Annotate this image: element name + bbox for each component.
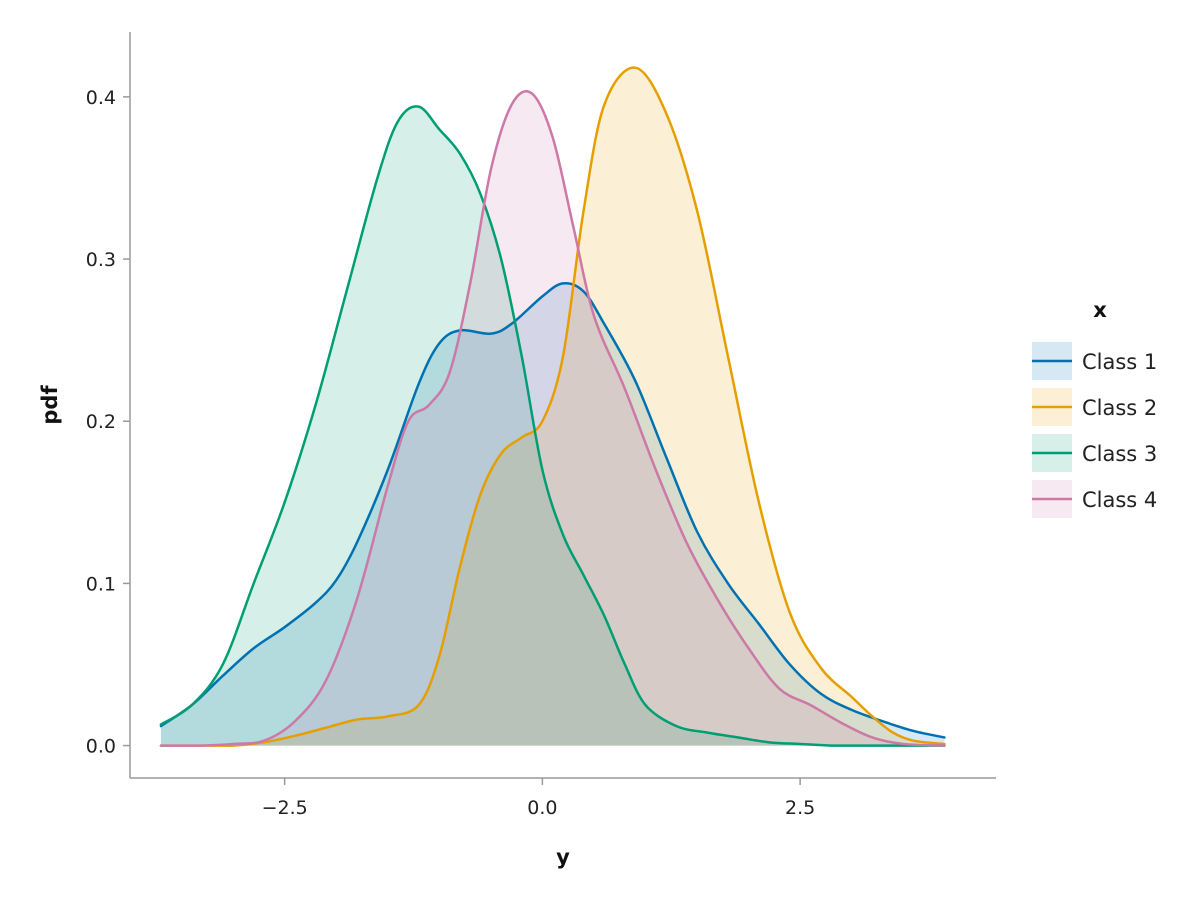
y-tick-label: 0.2: [86, 411, 116, 433]
legend-title: x: [1093, 298, 1107, 322]
y-axis-ticks: 0.0 0.1 0.2 0.3 0.4: [86, 87, 130, 758]
density-areas: [160, 67, 945, 746]
legend-item-class-1: Class 1: [1032, 342, 1157, 380]
legend-label: Class 2: [1082, 396, 1157, 420]
density-area-class-4: [160, 91, 945, 746]
y-tick-label: 0.3: [86, 249, 116, 271]
y-tick-label: 0.1: [86, 573, 116, 595]
x-axis-ticks: −2.5 0.0 2.5: [262, 778, 815, 819]
density-line-class-2: [159, 66, 946, 747]
y-tick-label: 0.0: [86, 736, 116, 758]
y-tick-label: 0.4: [86, 87, 116, 109]
x-axis-title: y: [556, 845, 570, 869]
density-line-class-1: [159, 281, 946, 739]
y-axis-title: pdf: [38, 385, 62, 425]
density-line-class-4: [159, 90, 946, 747]
legend-item-class-3: Class 3: [1032, 434, 1157, 472]
legend-items: Class 1 Class 2 Class 3 Class 4: [1032, 342, 1157, 518]
legend-item-class-4: Class 4: [1032, 480, 1157, 518]
legend-label: Class 1: [1082, 350, 1157, 374]
density-area-class-3: [160, 106, 945, 746]
density-lines: [159, 66, 946, 747]
legend: x Class 1 Class 2 Class 3 Class 4: [1032, 298, 1157, 518]
density-area-class-2: [160, 67, 945, 746]
density-area-class-1: [160, 283, 945, 746]
legend-item-class-2: Class 2: [1032, 388, 1157, 426]
legend-label: Class 4: [1082, 488, 1157, 512]
x-tick-label: 2.5: [785, 797, 815, 819]
legend-label: Class 3: [1082, 442, 1157, 466]
density-line-class-3: [159, 105, 946, 747]
x-tick-label: 0.0: [527, 797, 557, 819]
x-tick-label: −2.5: [262, 797, 308, 819]
